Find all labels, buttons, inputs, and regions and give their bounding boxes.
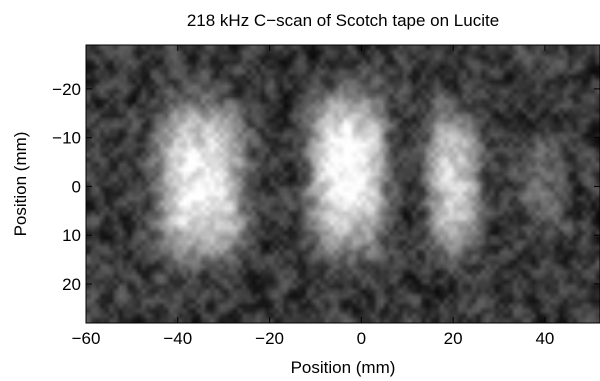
- x-tick-label: −40: [163, 329, 192, 348]
- x-tick-label: −20: [255, 329, 284, 348]
- plot-area: [85, 44, 600, 324]
- x-tick-label: 20: [444, 329, 463, 348]
- x-tick-label: 0: [357, 329, 366, 348]
- y-axis-label: Position (mm): [11, 132, 30, 237]
- y-axis: −20 −10 0 10 20: [52, 80, 600, 294]
- y-tick-label: −10: [52, 129, 81, 148]
- plot-frame: [85, 44, 600, 324]
- x-tick-label: −60: [72, 329, 101, 348]
- x-axis: −60 −40 −20 0 20 40: [72, 45, 554, 348]
- x-axis-label: Position (mm): [291, 358, 396, 377]
- chart-title: 218 kHz C−scan of Scotch tape on Lucite: [187, 11, 499, 30]
- y-tick-label: 20: [62, 275, 81, 294]
- y-tick-label: 0: [72, 177, 81, 196]
- y-tick-label: 10: [62, 226, 81, 245]
- heatmap-image: [86, 45, 600, 323]
- x-tick-label: 40: [535, 329, 554, 348]
- y-tick-label: −20: [52, 80, 81, 99]
